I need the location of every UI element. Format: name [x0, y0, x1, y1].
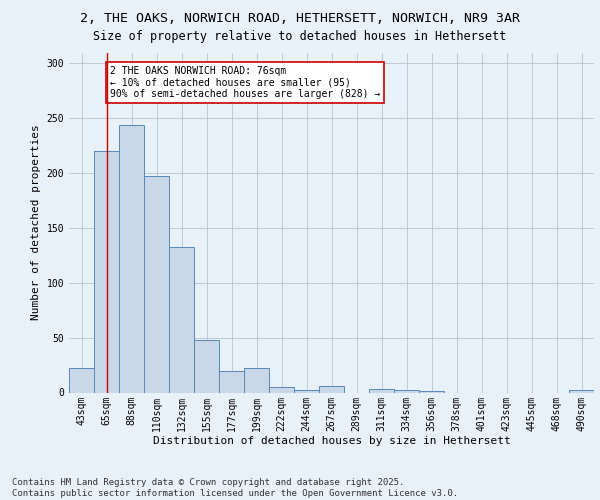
Text: 2 THE OAKS NORWICH ROAD: 76sqm
← 10% of detached houses are smaller (95)
90% of : 2 THE OAKS NORWICH ROAD: 76sqm ← 10% of …	[110, 66, 380, 99]
Bar	[144, 176, 169, 392]
Text: Contains HM Land Registry data © Crown copyright and database right 2025.
Contai: Contains HM Land Registry data © Crown c…	[12, 478, 458, 498]
Text: 2, THE OAKS, NORWICH ROAD, HETHERSETT, NORWICH, NR9 3AR: 2, THE OAKS, NORWICH ROAD, HETHERSETT, N…	[80, 12, 520, 26]
Bar	[169, 246, 194, 392]
Bar	[244, 368, 269, 392]
Bar	[294, 390, 319, 392]
Bar	[269, 387, 294, 392]
Bar	[119, 125, 144, 392]
Bar	[69, 368, 94, 392]
Bar	[94, 151, 119, 392]
Bar	[569, 390, 594, 392]
Bar	[369, 389, 394, 392]
Bar	[319, 386, 344, 392]
Text: Size of property relative to detached houses in Hethersett: Size of property relative to detached ho…	[94, 30, 506, 43]
Bar	[394, 390, 419, 392]
Bar	[219, 370, 244, 392]
X-axis label: Distribution of detached houses by size in Hethersett: Distribution of detached houses by size …	[152, 436, 511, 446]
Y-axis label: Number of detached properties: Number of detached properties	[31, 124, 41, 320]
Bar	[194, 340, 219, 392]
